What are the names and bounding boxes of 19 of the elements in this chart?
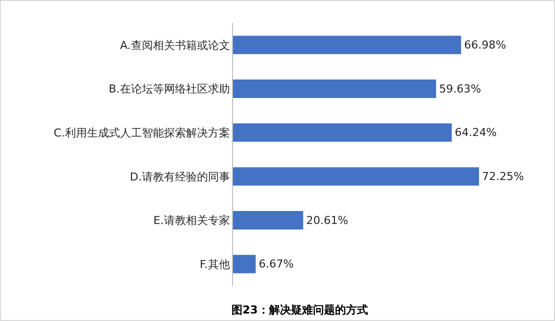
- data-label: 20.61%: [306, 214, 348, 227]
- data-label: 6.67%: [258, 258, 294, 271]
- bar: [233, 211, 304, 230]
- data-label: 72.25%: [482, 170, 524, 183]
- y-tick-label: C.利用生成式人工智能探索解决方案: [54, 126, 230, 140]
- y-tick-label: B.在论坛等网络社区求助: [108, 82, 230, 96]
- y-tick-label: E.请教相关专家: [153, 214, 230, 228]
- bar: [233, 80, 436, 98]
- bar: [233, 123, 452, 142]
- bar: [233, 254, 256, 274]
- y-tick-label: D.请教有经验的同事: [130, 170, 230, 184]
- bar: [233, 167, 480, 186]
- y-tick-label: A.查阅相关书籍或论文: [120, 38, 230, 52]
- data-label: 59.63%: [439, 82, 482, 96]
- text: 图23：解决疑难问题的方式: [231, 304, 368, 317]
- data-label: 66.98%: [464, 38, 506, 52]
- y-tick-label: F.其他: [200, 258, 230, 271]
- bar: [233, 36, 462, 54]
- data-label: 64.24%: [454, 126, 497, 140]
